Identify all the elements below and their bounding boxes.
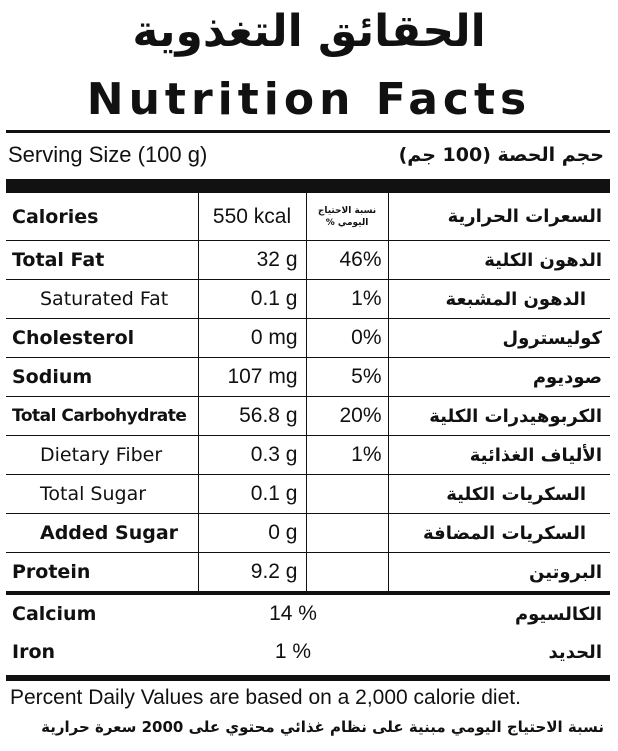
nutrient-daily-value: 5% (305, 357, 388, 397)
mineral-label: Calcium (6, 591, 198, 633)
mineral-value: 1 % (274, 640, 312, 663)
nutrient-row-total-sugar: Total Sugar 0.1 g السكريات الكلية (6, 474, 610, 514)
top-rule (6, 130, 610, 133)
nutrient-daily-value: 20% (305, 396, 388, 436)
nutrient-daily-value: 0% (305, 318, 388, 358)
nutrient-daily-value (305, 474, 388, 514)
nutrient-daily-value (305, 513, 388, 553)
calories-amount: 550 kcal (197, 193, 306, 241)
nutrient-row-dietary-fiber: Dietary Fiber 0.3 g 1% الألياف الغذائية (6, 435, 610, 475)
daily-value-header: نسبة الاحتياج اليومي % (305, 193, 388, 241)
nutrient-label-arabic: السكريات المضافة (387, 513, 610, 553)
nutrient-daily-value: 1% (305, 435, 388, 475)
nutrient-row-total-carbohydrate: Total Carbohydrate 56.8 g 20% الكربوهيدر… (6, 396, 610, 436)
nutrient-label-arabic: كوليسترول (387, 318, 610, 358)
nutrient-row-added-sugar: Added Sugar 0 g السكريات المضافة (6, 513, 610, 553)
nutrient-label: Sodium (6, 357, 198, 397)
nutrient-label-arabic: الكربوهيدرات الكلية (387, 396, 610, 436)
nutrient-daily-value: 46% (305, 240, 388, 280)
nutrient-row-protein: Protein 9.2 g البروتين (6, 552, 610, 593)
thick-rule (6, 179, 610, 193)
nutrient-label: Added Sugar (6, 513, 198, 553)
nutrient-row-cholesterol: Cholesterol 0 mg 0% كوليسترول (6, 318, 610, 358)
nutrient-label-arabic: السكريات الكلية (387, 474, 610, 514)
mineral-row-calcium: Calcium 14 % الكالسيوم (6, 591, 610, 633)
mineral-value: 14 % (198, 591, 388, 633)
bottom-rule (6, 675, 610, 681)
nutrient-label-arabic: الألياف الغذائية (387, 435, 610, 475)
nutrient-label: Dietary Fiber (6, 435, 198, 475)
nutrient-label: Saturated Fat (6, 279, 198, 319)
nutrient-amount: 0 g (197, 513, 306, 553)
title-arabic: الحقائق التغذوية (132, 6, 486, 57)
nutrient-daily-value: 1% (305, 279, 388, 319)
nutrition-table: Calories 550 kcal نسبة الاحتياج اليومي %… (6, 193, 610, 671)
footnote-english: Percent Daily Values are based on a 2,00… (10, 686, 521, 709)
calories-row: Calories 550 kcal نسبة الاحتياج اليومي %… (6, 193, 610, 241)
nutrient-amount: 0.3 g (197, 435, 306, 475)
nutrient-label-arabic: البروتين (387, 552, 610, 593)
mineral-label-arabic: الكالسيوم (388, 591, 610, 633)
nutrient-label: Cholesterol (6, 318, 198, 358)
nutrient-amount: 0.1 g (197, 279, 306, 319)
nutrient-amount: 0.1 g (197, 474, 306, 514)
nutrient-label: Total Fat (6, 240, 198, 280)
nutrient-label-arabic: الدهون الكلية (387, 240, 610, 280)
nutrient-amount: 107 mg (197, 357, 306, 397)
mineral-label-arabic: الحديد (548, 641, 602, 663)
nutrient-amount: 56.8 g (197, 396, 306, 436)
nutrient-label: Total Sugar (6, 474, 198, 514)
nutrient-label-arabic: صوديوم (387, 357, 610, 397)
calories-label-arabic: السعرات الحرارية (387, 193, 610, 241)
nutrient-amount: 32 g (197, 240, 306, 280)
title-english: Nutrition Facts (86, 74, 532, 125)
nutrient-label-arabic: الدهون المشبعة (387, 279, 610, 319)
nutrient-amount: 0 mg (197, 318, 306, 358)
nutrient-daily-value (305, 552, 388, 593)
nutrient-row-sodium: Sodium 107 mg 5% صوديوم (6, 357, 610, 397)
nutrient-label: Total Carbohydrate (6, 396, 198, 436)
nutrient-amount: 9.2 g (197, 552, 306, 593)
serving-size-english: Serving Size (100 g) (8, 142, 208, 167)
serving-size-arabic: حجم الحصة (100 جم) (398, 144, 604, 166)
mineral-row-iron: Iron 1 % الحديد (6, 633, 610, 671)
nutrient-label: Protein (6, 552, 198, 593)
calories-label: Calories (12, 205, 99, 228)
nutrient-row-total-fat: Total Fat 32 g 46% الدهون الكلية (6, 240, 610, 280)
nutrient-row-saturated-fat: Saturated Fat 0.1 g 1% الدهون المشبعة (6, 279, 610, 319)
footnote-arabic: نسبة الاحتياج اليومي مبنية على نظام غذائ… (41, 718, 604, 736)
mineral-label: Iron (12, 641, 56, 663)
